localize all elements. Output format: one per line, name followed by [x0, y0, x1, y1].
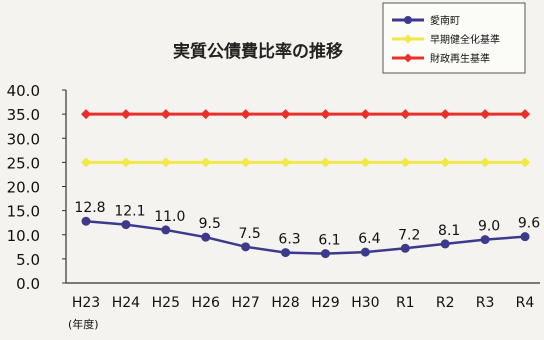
data-label: 6.3 [278, 232, 300, 248]
data-label: 6.1 [318, 233, 340, 249]
x-tick-label: R3 [476, 295, 495, 311]
data-point [320, 157, 331, 168]
data-point [201, 232, 211, 242]
data-point [160, 157, 171, 168]
y-tick-label: 10.0 [7, 227, 40, 245]
x-tick-label: H27 [231, 295, 259, 311]
data-point [520, 109, 530, 120]
data-label: 12.8 [74, 200, 105, 216]
data-point [400, 157, 411, 168]
y-tick-label: 25.0 [7, 154, 40, 172]
x-tick-label: H26 [192, 295, 220, 311]
data-point [161, 225, 171, 235]
data-label: 11.0 [154, 209, 185, 225]
data-label: 9.6 [518, 216, 540, 232]
x-tick-label: H23 [72, 295, 100, 311]
series-layer [81, 109, 530, 259]
data-point [360, 109, 371, 120]
data-point [480, 109, 491, 120]
data-label: 9.5 [199, 216, 221, 232]
y-axis-ticks: 40.0 35.0 30.0 25.0 20.0 15.0 10.0 5.0 0.0 [7, 82, 66, 293]
data-point [480, 157, 491, 168]
data-point [120, 109, 131, 120]
data-point [400, 109, 411, 120]
data-point [81, 109, 91, 120]
data-point [280, 109, 291, 120]
series-line [85, 219, 526, 255]
y-tick-label: 0.0 [16, 275, 40, 293]
legend-marker [403, 53, 413, 63]
x-tick-label: H29 [311, 295, 339, 311]
y-tick-label: 40.0 [7, 82, 40, 100]
data-point [81, 216, 91, 226]
data-point [480, 235, 490, 245]
data-label: 9.0 [478, 219, 500, 235]
data-label: 12.1 [114, 204, 145, 220]
data-point [400, 243, 410, 253]
data-point [241, 242, 251, 252]
x-tick-label: H24 [112, 295, 140, 311]
data-point [360, 247, 370, 257]
legend-marker [403, 34, 413, 44]
data-point [160, 109, 171, 120]
data-point [120, 157, 131, 168]
x-axis-ticks: H23 H24 H25 H26 H27 H28 H29 H30 R1 R2 R3 R4 [72, 295, 535, 311]
x-tick-label: H25 [152, 295, 180, 311]
y-tick-label: 20.0 [7, 179, 40, 197]
data-point [360, 157, 371, 168]
data-point [440, 109, 451, 120]
data-label: 7.5 [239, 226, 261, 242]
data-label: 6.4 [358, 231, 380, 247]
x-tick-label: R1 [396, 295, 415, 311]
legend-label: 愛南町 [430, 14, 460, 27]
y-tick-label: 15.0 [7, 203, 40, 221]
legend-label: 早期健全化基準 [430, 33, 500, 46]
data-point [440, 157, 451, 168]
x-tick-label: R4 [516, 295, 535, 311]
data-label: 8.1 [438, 223, 460, 239]
y-tick-label: 30.0 [7, 130, 40, 148]
data-point [520, 232, 530, 242]
x-tick-label: H30 [351, 295, 379, 311]
data-point [200, 109, 211, 120]
data-point [81, 157, 91, 168]
data-point [240, 109, 251, 120]
x-axis-label: (年度) [68, 317, 99, 331]
data-label: 7.2 [398, 227, 420, 243]
data-point [440, 239, 450, 249]
x-tick-label: R2 [436, 295, 455, 311]
data-point [320, 249, 330, 259]
data-point [280, 157, 291, 168]
data-point [240, 157, 251, 168]
data-point [200, 157, 211, 168]
legend-marker [404, 16, 412, 24]
data-point [520, 157, 530, 168]
data-labels: 12.8 12.1 11.0 9.5 7.5 6.3 6.1 6.4 7.2 8.1 9.0 9.6 [74, 200, 540, 248]
data-point [121, 220, 131, 230]
data-point [281, 248, 291, 258]
y-tick-label: 35.0 [7, 106, 40, 124]
legend-label: 財政再生基準 [430, 52, 490, 65]
y-tick-label: 5.0 [16, 251, 40, 269]
data-point [320, 109, 331, 120]
x-tick-label: H28 [271, 295, 299, 311]
chart-title: 実質公債費比率の推移 [173, 41, 343, 62]
